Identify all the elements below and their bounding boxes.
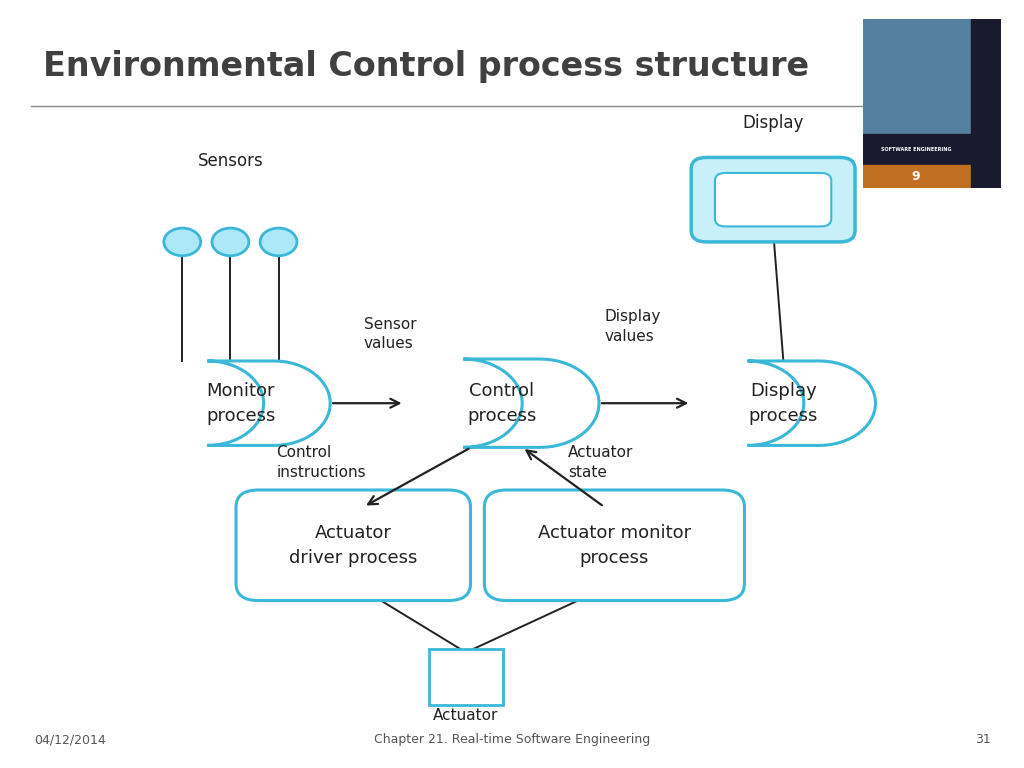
Circle shape [164,228,201,256]
PathPatch shape [207,361,330,445]
Bar [863,134,1001,164]
Text: Display
process: Display process [749,382,818,425]
Text: 31: 31 [976,733,991,746]
Text: Display: Display [742,114,804,132]
Text: 04/12/2014: 04/12/2014 [34,733,105,746]
PathPatch shape [748,361,876,445]
Text: Actuator
driver process: Actuator driver process [289,524,418,567]
Bar [971,19,1001,188]
Text: Control
instructions: Control instructions [276,445,367,480]
FancyBboxPatch shape [484,490,744,601]
Text: Sensors: Sensors [198,152,263,170]
FancyBboxPatch shape [428,650,504,705]
Text: Actuator
state: Actuator state [568,445,634,480]
Text: Actuator: Actuator [433,708,499,723]
Text: SOFTWARE ENGINEERING: SOFTWARE ENGINEERING [881,147,951,152]
Text: Display
values: Display values [604,309,660,344]
Bar [863,164,971,188]
Circle shape [260,228,297,256]
Text: Actuator monitor
process: Actuator monitor process [538,524,691,567]
PathPatch shape [463,359,599,447]
Circle shape [212,228,249,256]
FancyBboxPatch shape [691,157,855,242]
Text: Environmental Control process structure: Environmental Control process structure [43,50,809,83]
Bar [863,19,1001,134]
Text: Control
process: Control process [467,382,537,425]
Text: Chapter 21. Real-time Software Engineering: Chapter 21. Real-time Software Engineeri… [374,733,650,746]
FancyBboxPatch shape [236,490,470,601]
Text: 9: 9 [911,170,921,183]
FancyBboxPatch shape [715,173,831,227]
Text: Sensor
values: Sensor values [364,316,416,352]
Text: Monitor
process: Monitor process [206,382,275,425]
